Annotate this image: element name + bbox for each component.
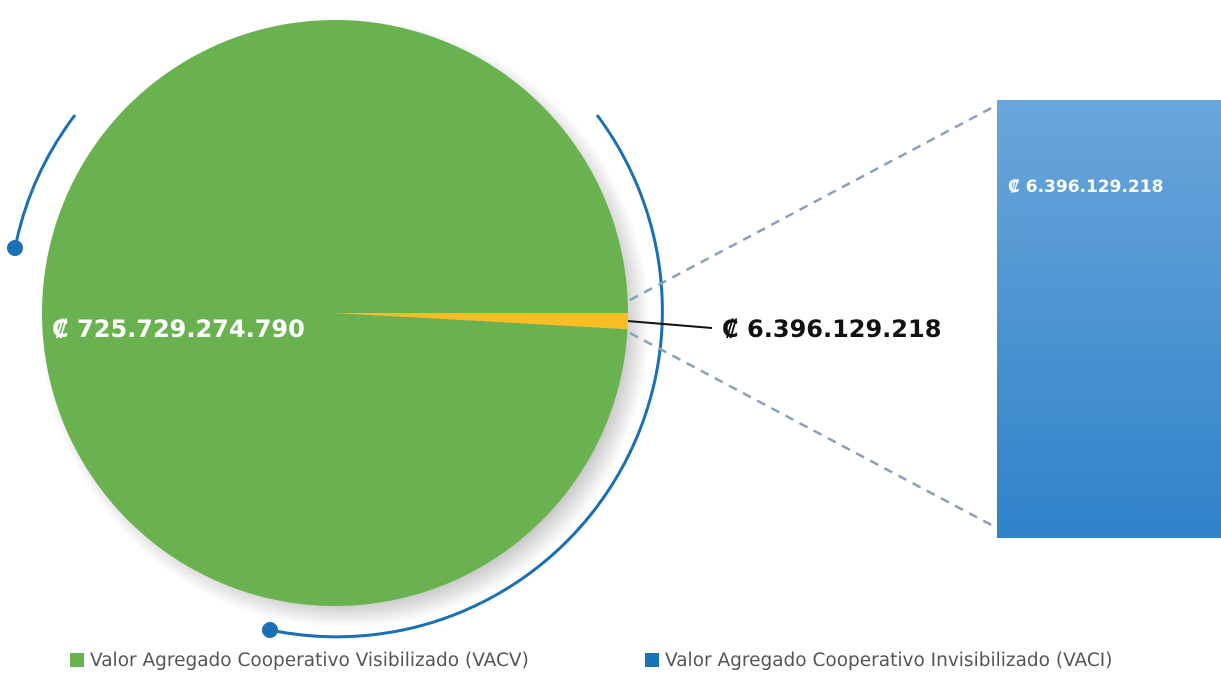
legend-label: Valor Agregado Cooperativo Invisibilizad… [665, 650, 1112, 671]
leader-line [627, 320, 713, 329]
pie-slice [41, 19, 628, 606]
data-label: ₡ 6.396.129.218 [722, 315, 941, 343]
data-label: ₡ 725.729.274.790 [52, 315, 305, 343]
pie-slice [335, 313, 628, 330]
legend-label: Valor Agregado Cooperativo Visibilizado … [90, 650, 529, 671]
legend-swatch [645, 653, 659, 667]
bar-label: ₡ 6.396.129.218 [1008, 177, 1163, 197]
connector [629, 103, 998, 302]
decor-arc [269, 114, 664, 639]
decor-dot [7, 240, 23, 256]
decor-dot [262, 622, 278, 638]
bar [997, 100, 1221, 538]
connector [629, 331, 998, 530]
legend-swatch [70, 653, 84, 667]
decor-arc [13, 114, 77, 249]
